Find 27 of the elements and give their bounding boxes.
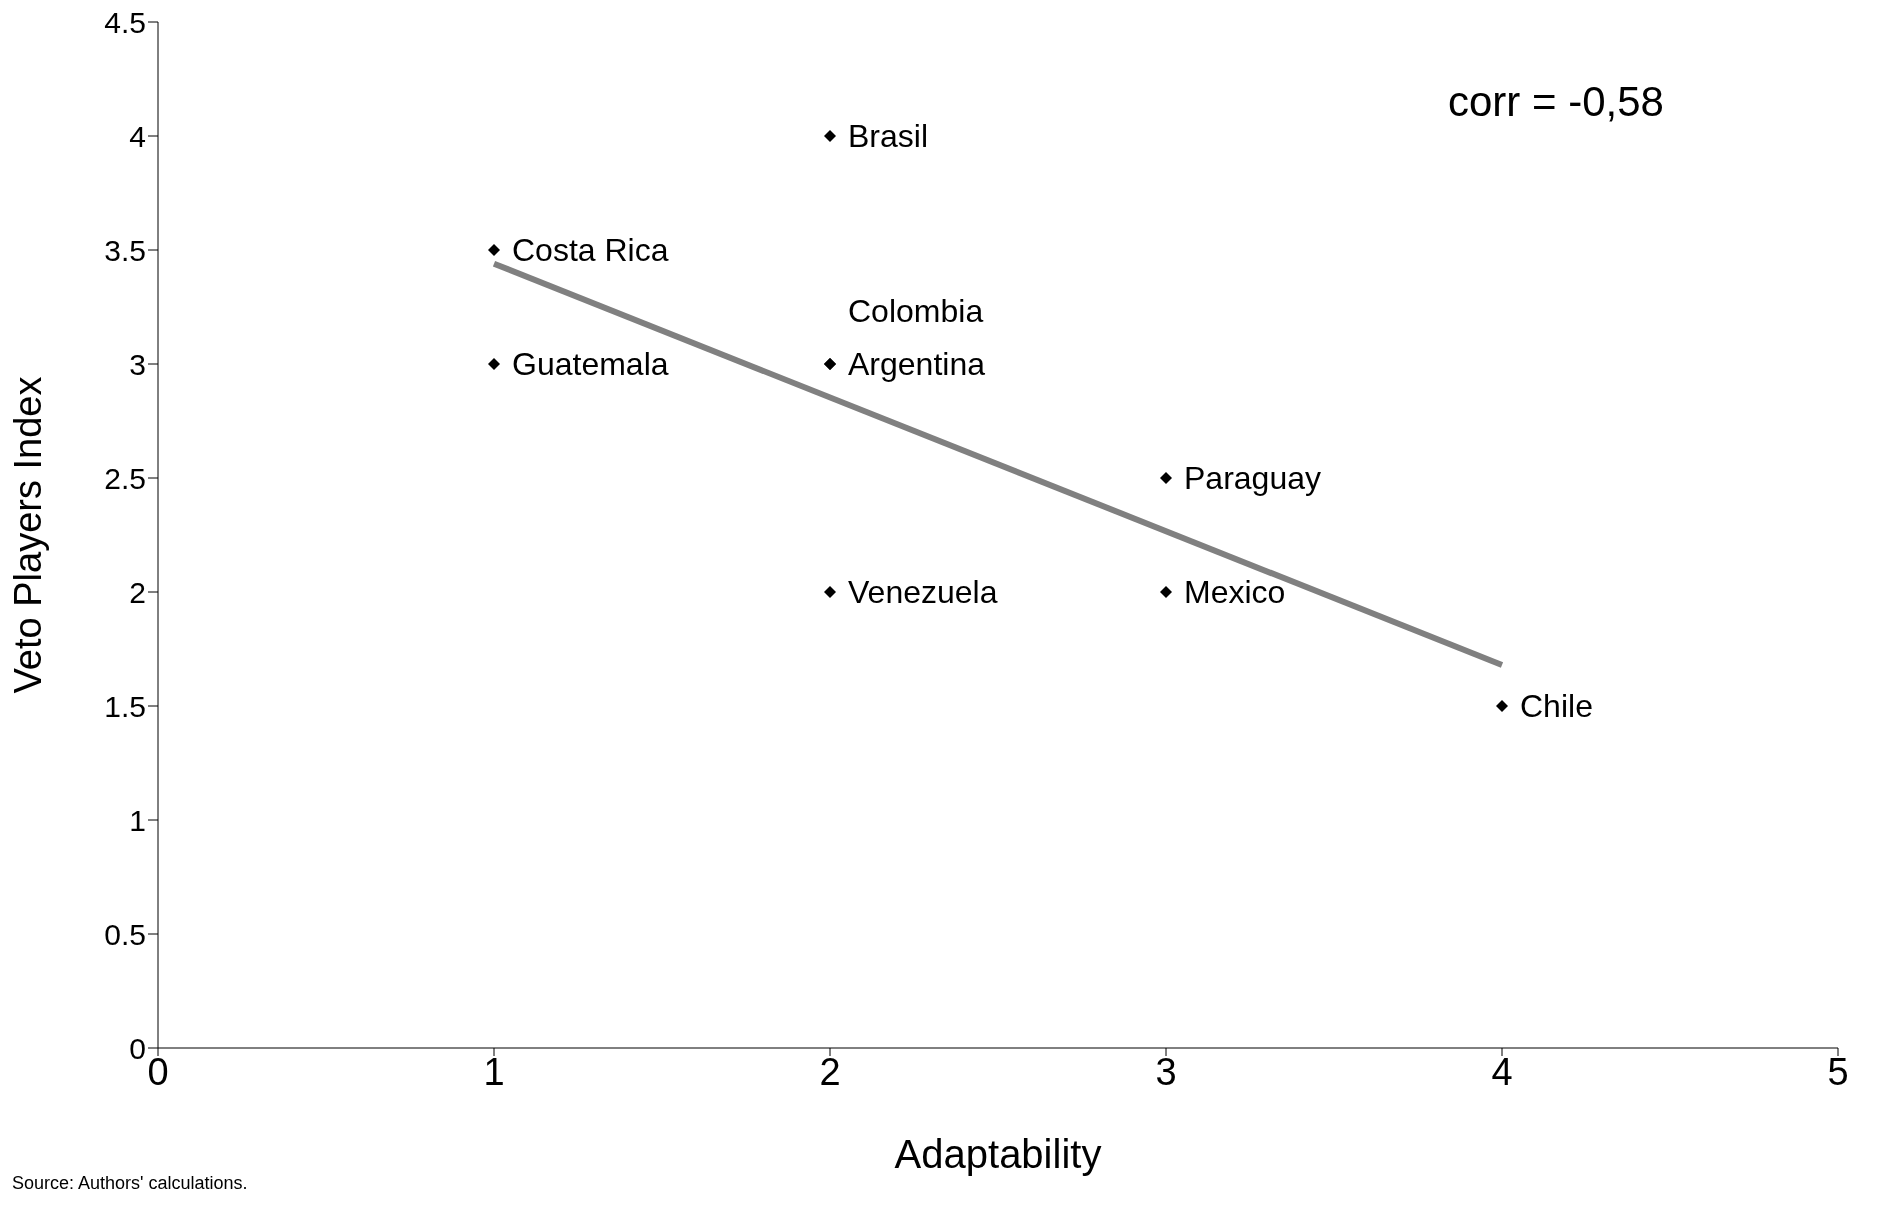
x-axis-title: Adaptability [894, 1132, 1102, 1176]
y-tick-label: 3.5 [104, 233, 146, 267]
y-tick-label: 1.5 [104, 689, 146, 723]
annotation: Guatemala [512, 346, 669, 382]
x-tick-label: 4 [1491, 1050, 1513, 1093]
x-tick-label: 3 [1155, 1050, 1177, 1093]
x-tick-label: 2 [819, 1050, 841, 1093]
y-tick-label: 0.5 [104, 917, 146, 951]
annotation: corr = -0,58 [1448, 78, 1664, 126]
annotation: Brasil [848, 118, 929, 154]
x-tick-label: 5 [1827, 1050, 1849, 1093]
annotation: Chile [1520, 688, 1593, 724]
y-tick-label: 2 [129, 575, 146, 609]
x-tick-label: 1 [483, 1050, 505, 1093]
annotation: Colombia [848, 293, 984, 329]
y-tick-label: 4 [129, 119, 146, 153]
annotation: Costa Rica [512, 232, 669, 268]
annotation: Argentina [848, 346, 986, 382]
annotation: Paraguay [1184, 460, 1321, 496]
source-note: Source: Authors' calculations. [12, 1173, 248, 1194]
y-axis-title: Veto Players Index [7, 376, 50, 694]
y-tick-label: 2.5 [104, 461, 146, 495]
annotation: Mexico [1184, 574, 1286, 610]
y-tick-label: 1 [129, 803, 146, 837]
y-tick-label: 3 [129, 347, 146, 381]
annotation: Venezuela [848, 574, 998, 610]
y-tick-label: 4.5 [104, 5, 146, 39]
